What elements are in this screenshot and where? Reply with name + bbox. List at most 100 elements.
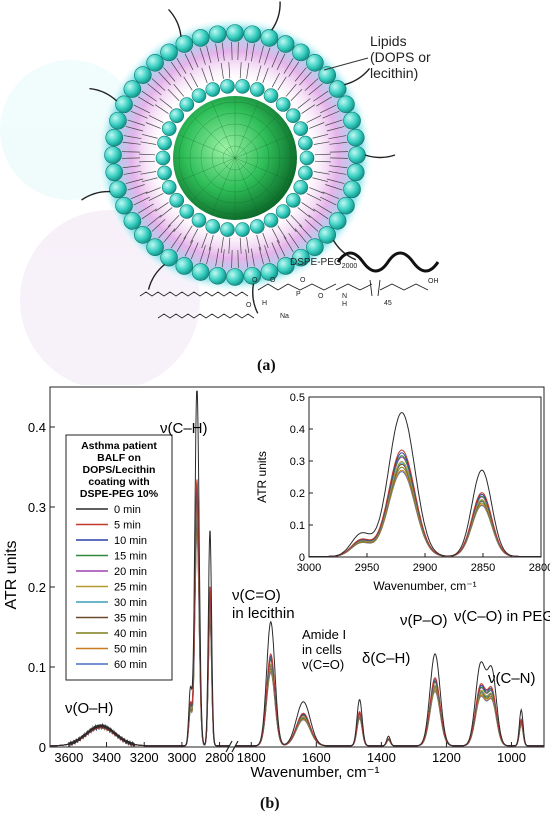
lipid-tail <box>139 160 156 163</box>
lipid-head-bead <box>146 53 164 72</box>
outer-lipid-heads <box>104 24 366 286</box>
svg-text:O: O <box>246 302 252 309</box>
inset-frame <box>308 396 542 558</box>
lipid-tail <box>183 225 193 240</box>
lipid-tail <box>320 104 337 114</box>
lipid-tail <box>127 119 145 126</box>
peg-wave-icon <box>336 251 440 273</box>
lipid-head-bead <box>205 82 221 97</box>
legend: Asthma patient BALF on DOPS/Lecithin coatin… <box>65 434 173 681</box>
lipid-tail <box>122 141 141 145</box>
lipid-tail <box>148 193 164 201</box>
lipid-tail <box>326 178 345 184</box>
lipid-tail <box>309 187 325 194</box>
lipid-tail <box>228 62 231 79</box>
lipid-tail <box>137 96 154 107</box>
lipid-head-bead <box>346 128 365 147</box>
x-tick-label: 3400 <box>92 750 121 765</box>
lipid-head-bead <box>133 66 152 84</box>
annotation-po: ν(P–O) <box>400 612 448 629</box>
lipid-tail <box>133 196 150 206</box>
lipid-tail <box>141 133 158 139</box>
lipid-tail <box>290 215 303 227</box>
x-tick-label: 1800 <box>237 750 266 765</box>
inset-x-tick-label: 3000 <box>297 562 321 574</box>
lipid-tail <box>208 234 214 251</box>
lipid-tail <box>184 53 194 70</box>
peg-chains <box>81 1 396 314</box>
lipid-head-bead <box>160 43 178 62</box>
lipid-tail <box>158 224 171 239</box>
peg-chain <box>332 239 357 261</box>
lipid-tail <box>122 157 141 159</box>
lipid-tail <box>313 208 329 220</box>
annotation-co-lecithin: ν(C=O) in lecithin <box>232 587 295 622</box>
lipid-head-bead <box>169 193 185 208</box>
annotation-cn: ν(C–N) <box>488 670 536 687</box>
legend-entry: 40 min <box>114 628 147 640</box>
lipid-tail <box>258 246 264 265</box>
lipid-head-bead <box>306 238 324 257</box>
lipid-tail <box>250 248 255 267</box>
lipid-tail <box>125 126 144 132</box>
lipid-tail <box>297 98 311 109</box>
lipid-tail <box>239 62 242 79</box>
lipid-head-bead <box>299 150 315 166</box>
peg-chain <box>364 154 396 159</box>
peg-chain <box>344 68 371 86</box>
panel-b-label: (b) <box>260 795 280 812</box>
lipid-tail <box>176 236 187 253</box>
svg-text:O: O <box>252 277 258 284</box>
lipid-head-bead <box>298 165 313 181</box>
legend-entry: 50 min <box>114 644 147 656</box>
lipid-head-bead <box>306 53 324 72</box>
lipid-head-bead <box>175 257 194 275</box>
lipid-tail <box>145 122 161 129</box>
dspe-peg-structure <box>139 279 429 319</box>
y-tick-label: 0.2 <box>28 580 46 595</box>
lipid-head-bead <box>260 29 279 47</box>
x-tick-label: 3000 <box>167 750 196 765</box>
peg-chain <box>168 8 182 37</box>
inset-x-tick-label: 2850 <box>471 562 495 574</box>
lipid-tail <box>139 153 156 156</box>
lipid-head-bead <box>226 268 244 286</box>
lipid-tail <box>140 141 157 145</box>
peg-chain <box>89 87 118 102</box>
annotation-dch: δ(C–H) <box>362 650 410 667</box>
lipid-tail <box>183 76 193 91</box>
lipid-tail <box>163 228 176 243</box>
lipid-tail <box>190 228 199 244</box>
lipid-tail <box>190 72 199 88</box>
lipid-tail <box>220 62 224 79</box>
legend-entry: 15 min <box>114 551 147 563</box>
lipid-head-bead <box>191 88 207 103</box>
lipid-head-bead <box>179 204 195 219</box>
y-tick-label: 0.1 <box>28 660 46 675</box>
lipid-tail <box>154 104 169 114</box>
lipid-head-bead <box>115 95 133 114</box>
lipid-head-bead <box>105 128 124 147</box>
lipid-tail <box>130 191 148 200</box>
lipid-tail <box>308 214 323 227</box>
lipid-tail <box>299 224 312 239</box>
lipid-tail <box>154 202 169 212</box>
lipid-head-bead <box>348 146 366 164</box>
lipid-head-bead <box>109 180 127 199</box>
lipid-tail <box>325 119 343 126</box>
x-tick-label: 1000 <box>497 750 526 765</box>
inset-y-tick-label: 0 <box>299 552 305 564</box>
x-tick-label: 3600 <box>54 750 83 765</box>
lipid-tail <box>264 47 271 65</box>
lipid-tail <box>122 165 141 169</box>
svg-text:H: H <box>342 301 347 308</box>
lipid-head-bead <box>249 82 265 97</box>
lipid-tail <box>228 237 231 254</box>
lipid-head-bead <box>235 222 250 237</box>
legend-entry: 5 min <box>114 520 141 532</box>
lipid-tail <box>231 249 233 268</box>
liposome-illustration: Lipids (DOPS or lecithin) DSPE-PEG2000 O O… <box>0 1 440 390</box>
lipid-head-bead <box>157 135 172 151</box>
lipid-head-bead <box>343 111 361 130</box>
